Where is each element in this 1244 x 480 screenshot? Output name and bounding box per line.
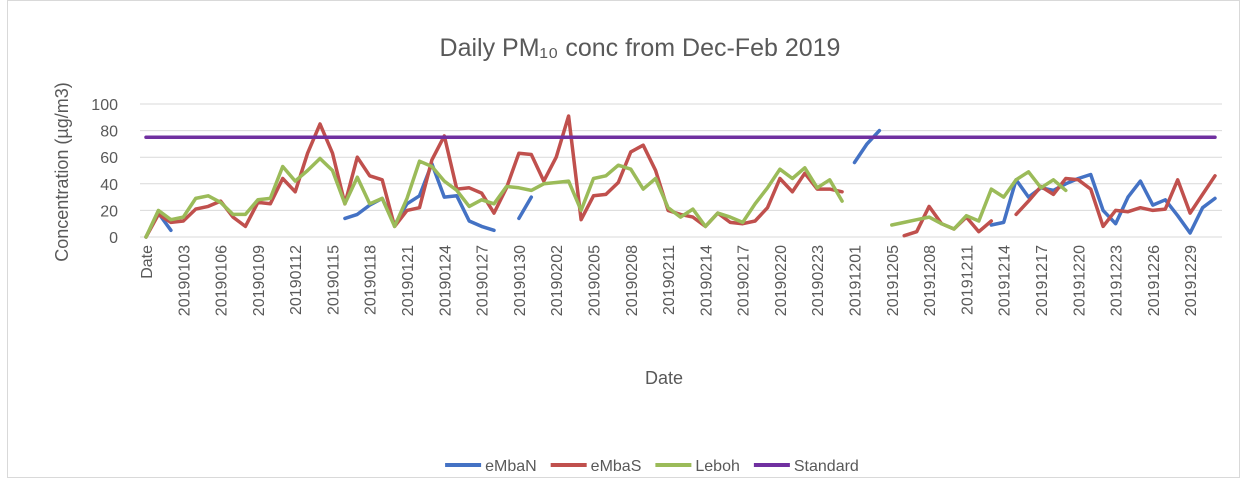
- x-tick-label: 20191226: [1146, 245, 1163, 316]
- chart-border: [7, 0, 1240, 478]
- y-tick-label: 80: [100, 124, 118, 141]
- chart-title: Daily PM₁₀ conc from Dec-Feb 2019: [440, 34, 841, 62]
- x-axis-title: Date: [645, 368, 683, 388]
- x-tick-label: 20190211: [661, 245, 678, 315]
- x-tick-label: 20191214: [997, 245, 1014, 316]
- y-tick-label: 0: [109, 230, 118, 247]
- x-tick-label: 20190127: [475, 245, 492, 316]
- x-tick-label: 20190115: [325, 245, 342, 315]
- x-tick-label: 20190223: [810, 245, 827, 316]
- legend: eMbaN eMbaS Leboh Standard: [445, 458, 859, 475]
- x-tick-label: 20190121: [400, 245, 417, 316]
- x-tick-label: Date: [139, 245, 156, 279]
- x-tick-label: 20191217: [1034, 245, 1051, 316]
- legend-label: eMbaN: [485, 458, 537, 475]
- x-tick-label: 20190124: [437, 245, 454, 316]
- x-tick-label: 20191229: [1183, 245, 1200, 316]
- y-tick-label: 60: [100, 150, 118, 167]
- legend-label: Leboh: [695, 458, 740, 475]
- x-tick-label: 20190103: [176, 245, 193, 316]
- x-tick-label: 20190106: [214, 245, 231, 316]
- x-tick-label: 20190109: [251, 245, 268, 316]
- x-tick-label: 20191201: [848, 245, 865, 316]
- series-line: [144, 156, 1068, 239]
- x-tick-label: 20190220: [773, 245, 790, 316]
- x-tick-label: 20190118: [363, 245, 380, 315]
- legend-label: Standard: [794, 458, 859, 475]
- legend-label: eMbaS: [591, 458, 642, 475]
- x-tick-label: 20190214: [698, 245, 715, 316]
- x-tick-label: 20191208: [922, 245, 939, 316]
- y-axis-title: Concentration (µg/m3): [52, 82, 72, 261]
- x-tick-label: 20191205: [885, 245, 902, 316]
- y-tick-label: 40: [100, 177, 118, 194]
- y-tick-label: 100: [91, 97, 118, 114]
- x-tick-label: 20191223: [1109, 245, 1126, 316]
- x-tick-label: 20191211: [959, 245, 976, 315]
- x-tick-label: 20190217: [736, 245, 753, 316]
- x-tick-label: 20190205: [586, 245, 603, 316]
- x-tick-label: 20190130: [512, 245, 529, 316]
- y-tick-label: 20: [100, 203, 118, 220]
- x-tick-label: 20190208: [624, 245, 641, 316]
- x-tick-label: 20190202: [549, 245, 566, 316]
- x-tick-label: 20191220: [1071, 245, 1088, 316]
- x-tick-label: 20190112: [288, 245, 305, 315]
